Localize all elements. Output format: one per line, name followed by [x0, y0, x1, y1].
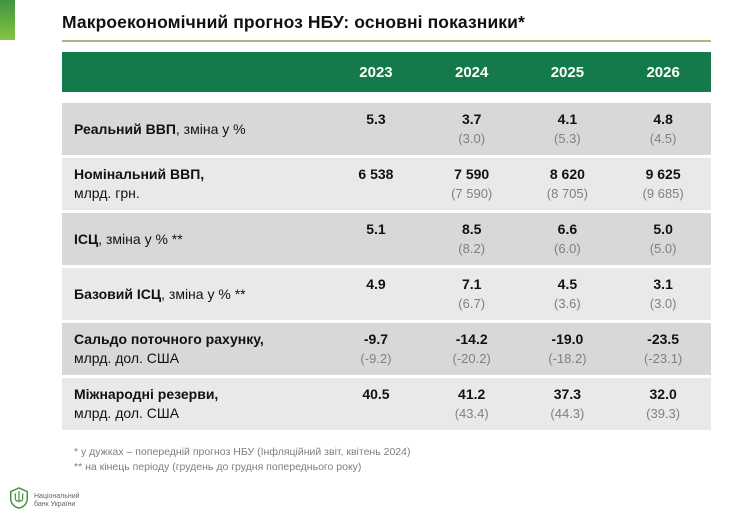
row-label: Міжнародні резерви, млрд. дол. США — [62, 378, 329, 430]
value-cell: 41.2 (43.4) — [423, 378, 520, 430]
table-row-reserves: Міжнародні резерви, млрд. дол. США 40.5 … — [62, 378, 711, 430]
row-label: Реальний ВВП, зміна у % — [62, 103, 329, 155]
value-cell: -19.0 (-18.2) — [519, 323, 616, 375]
value-cell: -14.2 (-20.2) — [423, 323, 520, 375]
value-cell: 8 620 (8 705) — [519, 158, 616, 210]
year-header: 2025 — [519, 52, 616, 92]
table-row-nominal-gdp: Номінальний ВВП, млрд. грн. 6 538 7 590 … — [62, 158, 711, 210]
year-header: 2026 — [615, 52, 711, 92]
table-header-empty-cell — [62, 52, 329, 92]
table-row-cpi: ІСЦ, зміна у % ** 5.1 8.5 (8.2) 6.6 (6.0… — [62, 213, 711, 265]
footnote-1: * у дужках – попередній прогноз НБУ (Інф… — [74, 446, 411, 458]
value-cell: 3.7 (3.0) — [423, 103, 520, 155]
row-label: Базовий ІСЦ, зміна у % ** — [62, 268, 329, 320]
value-cell: 7 590 (7 590) — [423, 158, 520, 210]
nbu-logo-text: Національний банк України — [34, 492, 80, 508]
table-header-row: 2023 2024 2025 2026 — [62, 52, 711, 92]
value-cell: -23.5 (-23.1) — [615, 323, 711, 375]
nbu-logo: Національний банк України — [8, 487, 80, 514]
nbu-logo-icon — [8, 487, 30, 514]
title-divider — [62, 40, 711, 42]
value-cell: 7.1 (6.7) — [423, 268, 520, 320]
value-cell: 40.5 — [328, 378, 424, 430]
row-label: ІСЦ, зміна у % ** — [62, 213, 329, 265]
value-cell: 8.5 (8.2) — [423, 213, 520, 265]
value-cell: 9 625 (9 685) — [615, 158, 711, 210]
table-row-current-account: Сальдо поточного рахунку, млрд. дол. США… — [62, 323, 711, 375]
row-label: Номінальний ВВП, млрд. грн. — [62, 158, 329, 210]
value-cell: 32.0 (39.3) — [615, 378, 711, 430]
footnote-2: ** на кінець періоду (грудень до грудня … — [74, 461, 362, 473]
value-cell: 6.6 (6.0) — [519, 213, 616, 265]
year-header: 2024 — [423, 52, 520, 92]
forecast-table: 2023 2024 2025 2026 Реальний ВВП, зміна … — [62, 49, 711, 433]
year-header: 2023 — [328, 52, 424, 92]
footnotes: * у дужках – попередній прогноз НБУ (Інф… — [62, 445, 711, 475]
value-cell: 5.3 — [328, 103, 424, 155]
value-cell: 4.1 (5.3) — [519, 103, 616, 155]
row-label: Сальдо поточного рахунку, млрд. дол. США — [62, 323, 329, 375]
value-cell: 6 538 — [328, 158, 424, 210]
value-cell: 4.9 — [328, 268, 424, 320]
value-cell: 4.8 (4.5) — [615, 103, 711, 155]
value-cell: 5.1 — [328, 213, 424, 265]
slide-content: Макроекономічний прогноз НБУ: основні по… — [62, 12, 711, 475]
table-row-real-gdp: Реальний ВВП, зміна у % 5.3 3.7 (3.0) 4.… — [62, 103, 711, 155]
table-row-core-cpi: Базовий ІСЦ, зміна у % ** 4.9 7.1 (6.7) … — [62, 268, 711, 320]
slide-corner-accent — [0, 0, 15, 40]
value-cell: 4.5 (3.6) — [519, 268, 616, 320]
value-cell: 37.3 (44.3) — [519, 378, 616, 430]
value-cell: -9.7 (-9.2) — [328, 323, 424, 375]
value-cell: 3.1 (3.0) — [615, 268, 711, 320]
value-cell: 5.0 (5.0) — [615, 213, 711, 265]
page-title: Макроекономічний прогноз НБУ: основні по… — [62, 12, 525, 32]
